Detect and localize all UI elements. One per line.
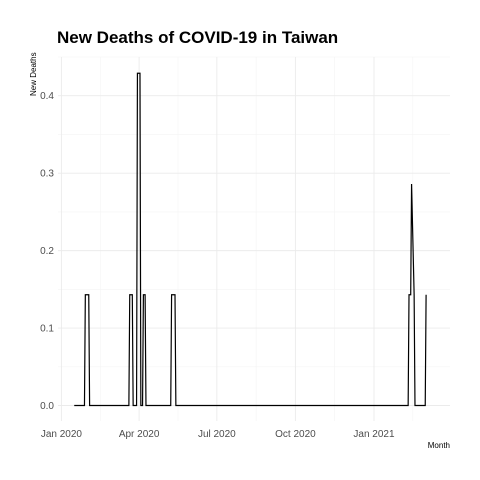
x-tick-label: Jul 2020 xyxy=(198,429,236,440)
y-tick-label: 0.2 xyxy=(40,246,54,257)
x-axis-title: Month xyxy=(428,441,450,450)
series-group xyxy=(74,72,427,407)
x-tick-labels: Jan 2020 Apr 2020 Jul 2020 Oct 2020 Jan 2021 xyxy=(41,429,395,440)
y-tick-label: 0.3 xyxy=(40,169,54,180)
y-axis-title: New Deaths xyxy=(29,52,38,96)
y-tick-label: 0.1 xyxy=(40,324,54,335)
x-tick-label: Oct 2020 xyxy=(275,429,316,440)
y-tick-label: 0.0 xyxy=(40,401,54,412)
series-line xyxy=(74,72,427,407)
grid xyxy=(58,56,450,421)
x-tick-label: Jan 2020 xyxy=(41,429,83,440)
y-tick-label: 0.4 xyxy=(40,91,54,102)
x-tick-label: Jan 2021 xyxy=(353,429,395,440)
x-tick-label: Apr 2020 xyxy=(119,429,160,440)
chart-title: New Deaths of COVID-19 in Taiwan xyxy=(57,28,338,47)
y-tick-labels: 0.0 0.1 0.2 0.3 0.4 xyxy=(40,91,54,412)
